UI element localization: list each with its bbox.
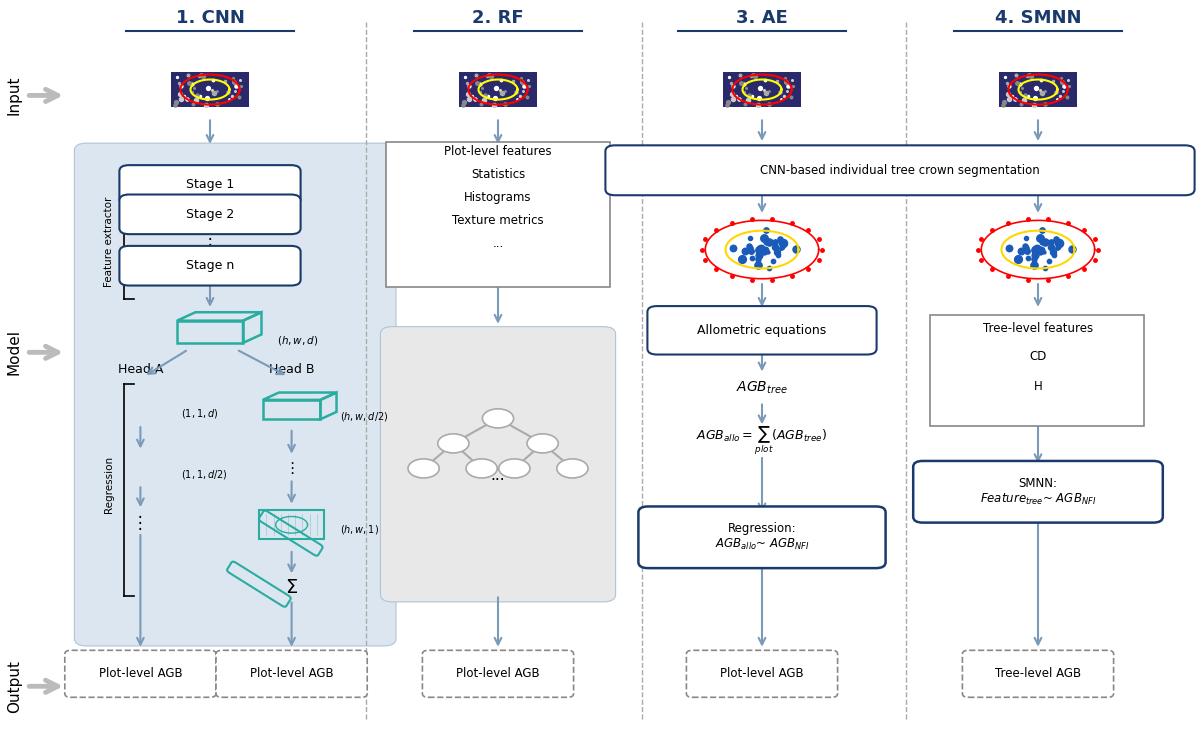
Text: Allometric equations: Allometric equations <box>697 324 827 337</box>
Text: Feature extractor: Feature extractor <box>104 197 114 288</box>
Circle shape <box>499 459 530 478</box>
Text: Statistics: Statistics <box>470 168 526 181</box>
Text: ⋮: ⋮ <box>284 461 299 476</box>
Text: Plot-level features: Plot-level features <box>444 145 552 159</box>
Text: 1. CNN: 1. CNN <box>175 10 245 27</box>
Text: ...: ... <box>492 237 504 250</box>
Text: Regression:
$AGB_{allo}$~ $AGB_{NFI}$: Regression: $AGB_{allo}$~ $AGB_{NFI}$ <box>715 522 809 553</box>
Text: Plot-level AGB: Plot-level AGB <box>98 667 182 680</box>
Text: Histograms: Histograms <box>464 191 532 204</box>
FancyBboxPatch shape <box>386 142 610 287</box>
FancyBboxPatch shape <box>119 195 301 234</box>
Text: Output: Output <box>7 660 22 713</box>
Text: Plot-level AGB: Plot-level AGB <box>250 667 334 680</box>
Text: $(h, w, d/2)$: $(h, w, d/2)$ <box>340 410 388 424</box>
Text: ⋮: ⋮ <box>202 230 218 247</box>
Circle shape <box>408 459 439 478</box>
FancyBboxPatch shape <box>65 650 216 697</box>
Text: Tree-level AGB: Tree-level AGB <box>995 667 1081 680</box>
Text: $(h, w, d)$: $(h, w, d)$ <box>277 334 319 347</box>
Text: Stage n: Stage n <box>186 259 234 272</box>
FancyBboxPatch shape <box>119 246 301 286</box>
Text: Model: Model <box>7 330 22 375</box>
FancyBboxPatch shape <box>998 72 1078 107</box>
Text: $AGB_{tree}$: $AGB_{tree}$ <box>736 379 788 396</box>
Text: CNN-based individual tree crown segmentation: CNN-based individual tree crown segmenta… <box>760 164 1040 177</box>
Text: Regression: Regression <box>104 456 114 513</box>
Text: Stage 1: Stage 1 <box>186 178 234 192</box>
Text: Head B: Head B <box>269 363 314 376</box>
FancyBboxPatch shape <box>458 72 538 107</box>
FancyBboxPatch shape <box>74 143 396 646</box>
FancyBboxPatch shape <box>722 72 802 107</box>
Text: Texture metrics: Texture metrics <box>452 214 544 227</box>
FancyBboxPatch shape <box>216 650 367 697</box>
Text: Plot-level AGB: Plot-level AGB <box>456 667 540 680</box>
Text: SMNN:
$Feature_{tree}$~ $AGB_{NFI}$: SMNN: $Feature_{tree}$~ $AGB_{NFI}$ <box>980 476 1096 507</box>
FancyBboxPatch shape <box>648 306 876 355</box>
Text: ⋮: ⋮ <box>132 514 149 531</box>
Text: 3. AE: 3. AE <box>736 10 788 27</box>
FancyBboxPatch shape <box>962 650 1114 697</box>
FancyBboxPatch shape <box>913 461 1163 523</box>
Text: 4. SMNN: 4. SMNN <box>995 10 1081 27</box>
FancyBboxPatch shape <box>119 165 301 205</box>
Text: $AGB_{allo} = \sum_{plot}(AGB_{tree})$: $AGB_{allo} = \sum_{plot}(AGB_{tree})$ <box>696 424 828 457</box>
Text: $(1, 1, d)$: $(1, 1, d)$ <box>181 407 218 421</box>
Text: 2. RF: 2. RF <box>472 10 524 27</box>
Text: $\Sigma$: $\Sigma$ <box>286 578 298 597</box>
Text: Stage 2: Stage 2 <box>186 208 234 221</box>
Text: Head A: Head A <box>118 363 163 376</box>
Text: $(1, 1, d/2)$: $(1, 1, d/2)$ <box>181 468 228 481</box>
FancyBboxPatch shape <box>170 72 250 107</box>
Text: Tree-level features: Tree-level features <box>983 322 1093 335</box>
Text: CD: CD <box>1030 350 1046 363</box>
Text: H: H <box>1033 380 1043 393</box>
Circle shape <box>557 459 588 478</box>
Polygon shape <box>988 223 1088 276</box>
Circle shape <box>482 409 514 428</box>
Text: Input: Input <box>7 76 22 115</box>
FancyBboxPatch shape <box>606 145 1194 195</box>
FancyBboxPatch shape <box>686 650 838 697</box>
Polygon shape <box>712 223 812 276</box>
FancyBboxPatch shape <box>930 315 1144 426</box>
Circle shape <box>466 459 497 478</box>
FancyBboxPatch shape <box>638 506 886 568</box>
FancyBboxPatch shape <box>380 327 616 602</box>
Text: $(h, w, 1)$: $(h, w, 1)$ <box>340 523 379 537</box>
FancyBboxPatch shape <box>422 650 574 697</box>
Circle shape <box>527 434 558 453</box>
Text: Plot-level AGB: Plot-level AGB <box>720 667 804 680</box>
Text: ...: ... <box>491 468 505 483</box>
Circle shape <box>438 434 469 453</box>
